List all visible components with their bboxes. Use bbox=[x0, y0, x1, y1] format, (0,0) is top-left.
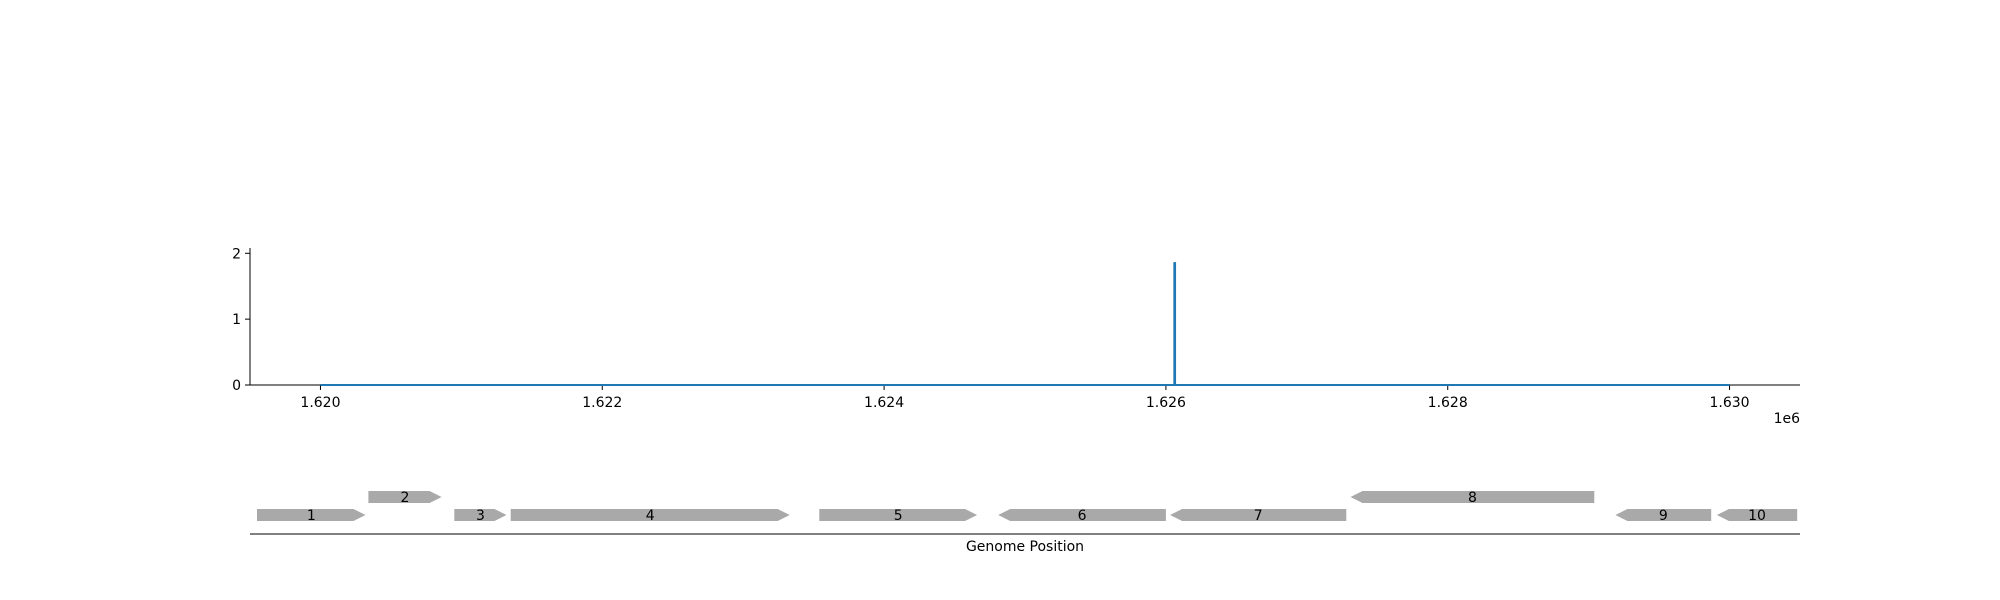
gene-arrow-10 bbox=[1716, 509, 1798, 521]
gene-track: 1 2 3 4 5 6 7 8 9 10 Genome Position bbox=[250, 490, 1800, 555]
x-tick-label: 1.622 bbox=[582, 395, 622, 411]
y-tick-label: 0 bbox=[232, 378, 241, 394]
y-tick-label: 1 bbox=[232, 312, 241, 328]
coverage-plot: 0 1 2 1.620 1.622 1.624 1.626 1.628 1.630 1e6 bbox=[232, 246, 1800, 427]
genome-position-label: Genome Position bbox=[966, 539, 1084, 555]
gene-label-6: 6 bbox=[1078, 508, 1087, 524]
gene-label-9: 9 bbox=[1659, 508, 1668, 524]
gene-label-5: 5 bbox=[894, 508, 903, 524]
genes-group: 1 2 3 4 5 6 7 8 9 10 bbox=[257, 490, 1798, 524]
gene-label-2: 2 bbox=[401, 490, 410, 506]
x-offset-label: 1e6 bbox=[1774, 411, 1801, 427]
gene-label-4: 4 bbox=[646, 508, 655, 524]
y-ticks: 0 1 2 bbox=[232, 246, 250, 394]
gene-label-3: 3 bbox=[476, 508, 485, 524]
x-tick-label: 1.628 bbox=[1428, 395, 1468, 411]
gene-label-10: 10 bbox=[1748, 508, 1766, 524]
coverage-series-line bbox=[320, 262, 1730, 386]
x-tick-label: 1.630 bbox=[1709, 395, 1749, 411]
gene-arrow-9 bbox=[1615, 509, 1712, 521]
gene-arrow-8 bbox=[1350, 491, 1595, 503]
x-ticks: 1.620 1.622 1.624 1.626 1.628 1.630 bbox=[300, 385, 1750, 411]
gene-arrow-7 bbox=[1170, 509, 1347, 521]
x-tick-label: 1.620 bbox=[300, 395, 340, 411]
gene-label-8: 8 bbox=[1468, 490, 1477, 506]
series-group bbox=[320, 262, 1730, 386]
gene-label-1: 1 bbox=[307, 508, 316, 524]
gene-arrow-2 bbox=[368, 491, 442, 503]
gene-arrow-1 bbox=[257, 509, 366, 521]
gene-arrow-6 bbox=[998, 509, 1166, 521]
x-tick-label: 1.624 bbox=[864, 395, 904, 411]
gene-arrow-3 bbox=[454, 509, 507, 521]
x-tick-label: 1.626 bbox=[1146, 395, 1186, 411]
gene-arrow-4 bbox=[510, 509, 790, 521]
gene-arrow-5 bbox=[819, 509, 978, 521]
y-tick-label: 2 bbox=[232, 246, 241, 262]
gene-label-7: 7 bbox=[1254, 508, 1263, 524]
